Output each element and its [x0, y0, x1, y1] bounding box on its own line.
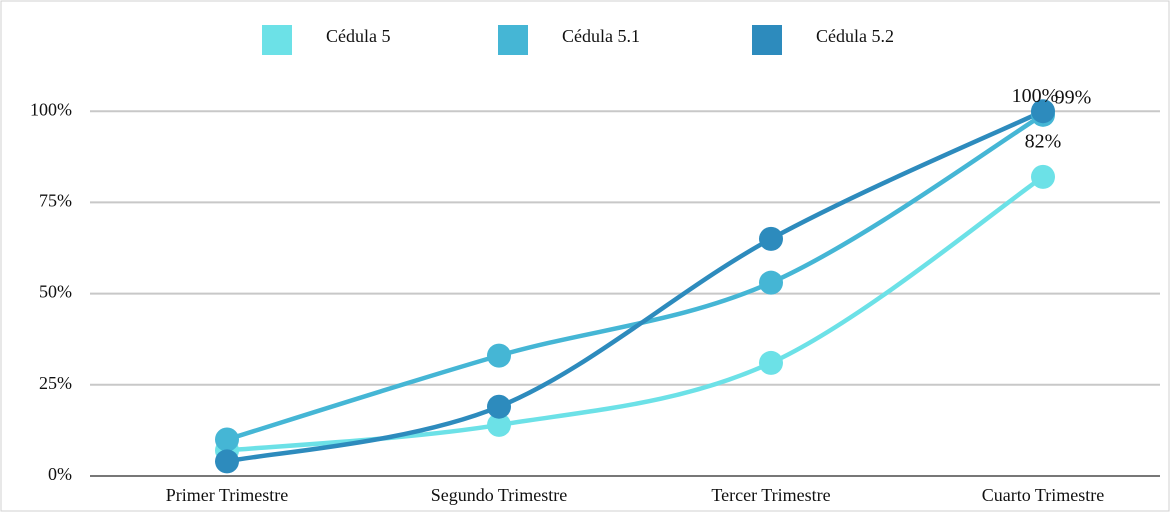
data-point: [759, 350, 783, 375]
y-tick-label: 25%: [39, 373, 72, 393]
legend-label: Cédula 5.1: [562, 26, 640, 46]
legend-label: Cédula 5.2: [816, 26, 894, 46]
data-point: [487, 412, 511, 437]
legend-swatch: [752, 25, 782, 55]
series-line: [226, 175, 1045, 453]
series-line: [226, 109, 1044, 464]
data-point: [215, 449, 239, 474]
data-point: [487, 343, 511, 368]
legend-swatch: [262, 25, 292, 55]
data-point: [1031, 99, 1055, 124]
legend-swatch: [498, 25, 528, 55]
data-point: [759, 226, 783, 251]
y-tick-label: 0%: [48, 464, 72, 484]
data-label: 100%: [1012, 85, 1059, 107]
y-tick-label: 100%: [30, 99, 72, 119]
x-tick-label: Segundo Trimestre: [431, 485, 568, 505]
data-point: [215, 427, 239, 452]
data-label: 99%: [1055, 86, 1092, 108]
legend-label: Cédula 5: [326, 26, 391, 46]
data-label: 82%: [1025, 130, 1062, 152]
x-tick-label: Primer Trimestre: [166, 485, 289, 505]
y-tick-label: 75%: [39, 191, 72, 211]
y-tick-label: 50%: [39, 282, 72, 302]
data-point: [759, 270, 783, 295]
x-tick-label: Cuarto Trimestre: [982, 485, 1105, 505]
data-point: [487, 394, 511, 419]
data-point: [1031, 164, 1055, 189]
x-tick-label: Tercer Trimestre: [711, 485, 830, 505]
